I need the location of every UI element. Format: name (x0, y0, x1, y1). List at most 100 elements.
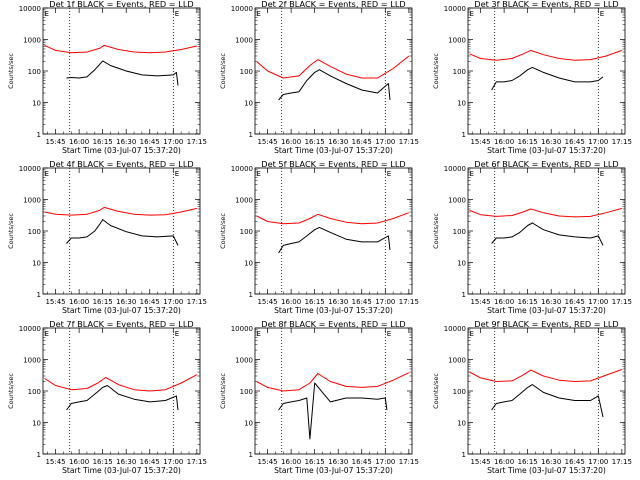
corner-mark-right: E (600, 170, 604, 178)
y-tick-label: 100 (453, 388, 466, 396)
x-tick-label: 17:00 (375, 138, 395, 146)
series-line-events (278, 69, 391, 101)
y-tick-label: 1 (37, 451, 41, 459)
x-tick-label: 16:15 (305, 458, 325, 466)
y-tick-label: 10 (244, 100, 253, 108)
x-tick-label: 16:45 (140, 138, 160, 146)
x-tick-label: 15:45 (470, 298, 490, 306)
x-axis-label: Start Time (03-Jul-07 15:37:20) (274, 306, 393, 315)
y-tick-label: 10000 (444, 325, 466, 333)
x-tick-label: 16:45 (352, 298, 372, 306)
x-tick-label: 15:45 (470, 458, 490, 466)
series-line-events (491, 66, 604, 91)
x-tick-label: 15:45 (470, 138, 490, 146)
x-tick-label: 15:45 (45, 138, 65, 146)
x-tick-label: 16:45 (565, 458, 585, 466)
corner-mark-left: E (45, 10, 49, 18)
x-tick-label: 16:00 (494, 298, 514, 306)
y-tick-label: 10000 (19, 5, 41, 13)
x-axis-label: Start Time (03-Jul-07 15:37:20) (274, 146, 393, 155)
series-line-events (66, 385, 179, 411)
x-axis-label: Start Time (03-Jul-07 15:37:20) (274, 466, 393, 475)
y-axis-label: Counts/sec (7, 213, 15, 249)
series-line-events (278, 226, 391, 254)
series-line-events (491, 222, 604, 246)
x-tick-label: 17:15 (187, 138, 207, 146)
x-tick-label: 17:00 (163, 298, 183, 306)
panel-title: Det 7f BLACK = Events, RED = LLD (49, 319, 193, 329)
x-tick-label: 16:30 (328, 298, 348, 306)
corner-mark-left: E (257, 170, 261, 178)
y-tick-label: 10 (457, 260, 466, 268)
y-tick-label: 1000 (235, 197, 253, 205)
y-tick-label: 1 (37, 291, 41, 299)
x-tick-label: 16:30 (328, 138, 348, 146)
series-line-lld (469, 207, 623, 218)
series-line-lld (256, 372, 410, 392)
corner-mark-left: E (45, 330, 49, 338)
corner-mark-left: E (45, 170, 49, 178)
x-tick-label: 16:00 (494, 138, 514, 146)
x-tick-label: 16:15 (518, 458, 538, 466)
y-tick-label: 10 (32, 100, 41, 108)
y-tick-label: 10000 (444, 5, 466, 13)
y-tick-label: 1000 (448, 197, 466, 205)
corner-mark-right: E (175, 330, 179, 338)
y-axis-label: Counts/sec (432, 373, 440, 409)
plot-frame (467, 327, 626, 455)
x-tick-label: 16:00 (69, 458, 89, 466)
x-tick-label: 16:30 (116, 138, 136, 146)
corner-mark-right: E (387, 330, 391, 338)
series-line-lld (469, 49, 623, 61)
x-tick-label: 17:15 (612, 298, 632, 306)
panel-title: Det 2f BLACK = Events, RED = LLD (261, 0, 405, 9)
x-axis-label: Start Time (03-Jul-07 15:37:20) (62, 466, 181, 475)
y-tick-label: 100 (453, 228, 466, 236)
x-axis-label: Start Time (03-Jul-07 15:37:20) (487, 306, 606, 315)
x-tick-label: 15:45 (257, 298, 277, 306)
panel-title: Det 6f BLACK = Events, RED = LLD (474, 159, 618, 169)
series-line-events (66, 219, 179, 246)
x-tick-label: 16:15 (93, 138, 113, 146)
x-tick-label: 16:00 (281, 298, 301, 306)
y-tick-label: 10 (457, 420, 466, 428)
x-tick-label: 16:45 (140, 458, 160, 466)
panel-title: Det 1f BLACK = Events, RED = LLD (49, 0, 193, 9)
y-tick-label: 1 (249, 291, 253, 299)
y-tick-label: 1000 (23, 357, 41, 365)
y-tick-label: 100 (28, 68, 41, 76)
corner-mark-right: E (600, 330, 604, 338)
corner-mark-right: E (175, 170, 179, 178)
plot-frame (42, 7, 201, 135)
y-tick-label: 1000 (23, 197, 41, 205)
corner-mark-left: E (470, 10, 474, 18)
x-tick-label: 16:00 (69, 138, 89, 146)
x-tick-label: 17:15 (399, 298, 419, 306)
series-line-lld (44, 374, 198, 392)
y-axis-label: Counts/sec (432, 53, 440, 89)
y-tick-label: 10 (244, 260, 253, 268)
y-axis-label: Counts/sec (7, 53, 15, 89)
corner-mark-left: E (470, 170, 474, 178)
x-tick-label: 17:00 (375, 458, 395, 466)
panel-title: Det 3f BLACK = Events, RED = LLD (474, 0, 618, 9)
y-axis-label: Counts/sec (219, 373, 227, 409)
x-tick-label: 16:30 (116, 298, 136, 306)
x-tick-label: 16:15 (518, 138, 538, 146)
x-tick-label: 16:45 (565, 298, 585, 306)
series-line-events (66, 60, 179, 86)
y-tick-label: 1000 (235, 37, 253, 45)
x-tick-label: 16:15 (305, 298, 325, 306)
corner-mark-left: E (257, 10, 261, 18)
series-line-lld (256, 212, 410, 225)
y-tick-label: 1000 (448, 357, 466, 365)
plot-frame (42, 167, 201, 295)
series-line-lld (256, 55, 410, 79)
x-axis-label: Start Time (03-Jul-07 15:37:20) (62, 306, 181, 315)
corner-mark-right: E (387, 170, 391, 178)
y-tick-label: 10 (32, 260, 41, 268)
